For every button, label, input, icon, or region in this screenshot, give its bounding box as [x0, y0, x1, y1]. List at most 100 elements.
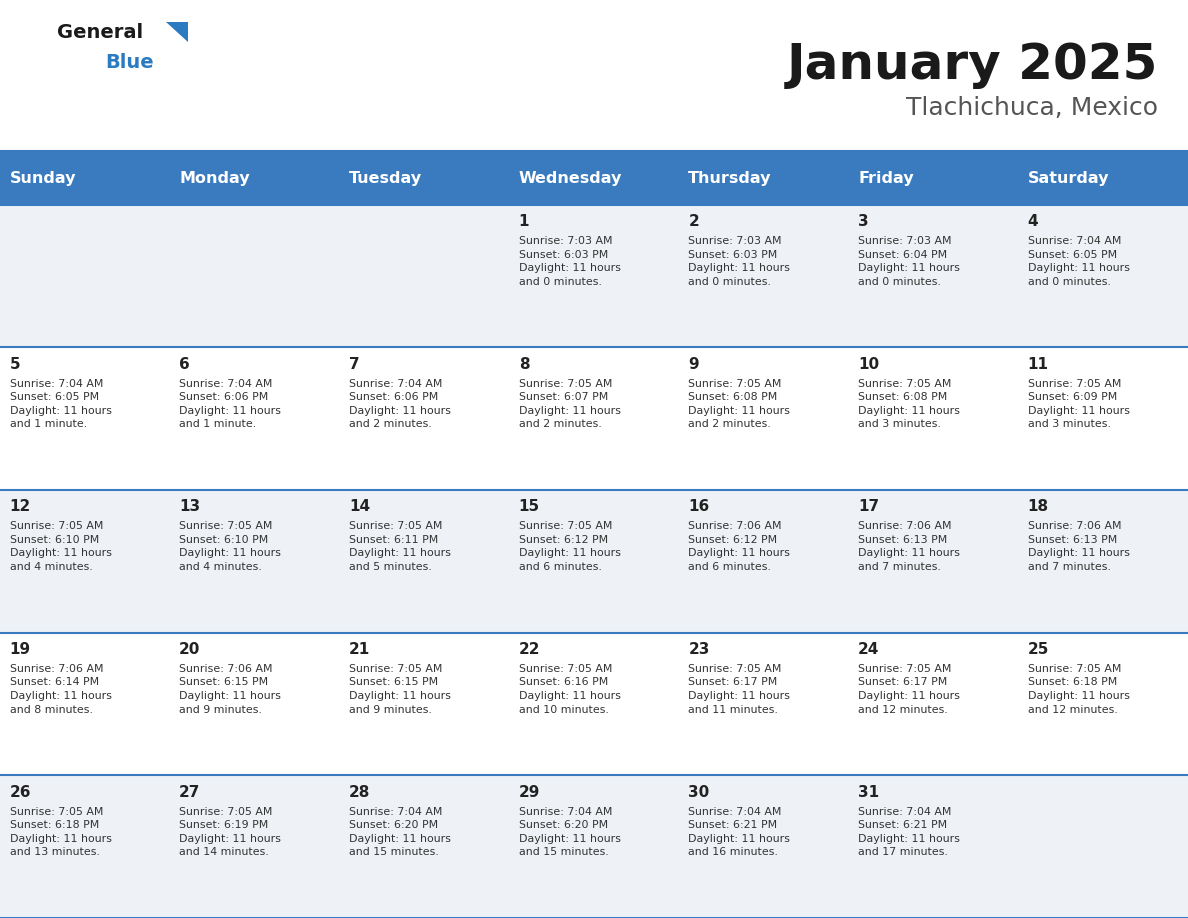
- Text: 11: 11: [1028, 356, 1049, 372]
- Text: 7: 7: [349, 356, 360, 372]
- Bar: [0, 151, 170, 205]
- Text: Sunrise: 7:05 AM
Sunset: 6:19 PM
Daylight: 11 hours
and 14 minutes.: Sunrise: 7:05 AM Sunset: 6:19 PM Dayligh…: [179, 807, 282, 857]
- Text: Thursday: Thursday: [688, 171, 772, 185]
- Bar: [848, 776, 1018, 918]
- Bar: [678, 151, 848, 205]
- Bar: [1018, 633, 1188, 776]
- Text: 30: 30: [688, 785, 709, 800]
- Text: Monday: Monday: [179, 171, 249, 185]
- Bar: [848, 633, 1018, 776]
- Text: Saturday: Saturday: [1028, 171, 1110, 185]
- Bar: [0, 776, 170, 918]
- Text: Sunrise: 7:05 AM
Sunset: 6:17 PM
Daylight: 11 hours
and 12 minutes.: Sunrise: 7:05 AM Sunset: 6:17 PM Dayligh…: [858, 664, 960, 715]
- Text: 18: 18: [1028, 499, 1049, 514]
- Text: 3: 3: [858, 214, 868, 229]
- Text: 2: 2: [688, 214, 699, 229]
- Bar: [678, 776, 848, 918]
- Text: 22: 22: [519, 642, 541, 657]
- Bar: [340, 776, 510, 918]
- Bar: [678, 347, 848, 490]
- Text: 24: 24: [858, 642, 879, 657]
- Text: Sunrise: 7:05 AM
Sunset: 6:07 PM
Daylight: 11 hours
and 2 minutes.: Sunrise: 7:05 AM Sunset: 6:07 PM Dayligh…: [519, 378, 620, 430]
- Text: 26: 26: [10, 785, 31, 800]
- Text: 16: 16: [688, 499, 709, 514]
- Text: Sunrise: 7:06 AM
Sunset: 6:15 PM
Daylight: 11 hours
and 9 minutes.: Sunrise: 7:06 AM Sunset: 6:15 PM Dayligh…: [179, 664, 282, 715]
- Bar: [848, 205, 1018, 347]
- Bar: [170, 151, 340, 205]
- Bar: [170, 205, 340, 347]
- Text: Sunday: Sunday: [10, 171, 76, 185]
- Bar: [678, 633, 848, 776]
- Bar: [510, 151, 678, 205]
- Text: 25: 25: [1028, 642, 1049, 657]
- Bar: [170, 490, 340, 633]
- Text: Sunrise: 7:03 AM
Sunset: 6:03 PM
Daylight: 11 hours
and 0 minutes.: Sunrise: 7:03 AM Sunset: 6:03 PM Dayligh…: [519, 236, 620, 286]
- Text: 5: 5: [10, 356, 20, 372]
- Bar: [170, 347, 340, 490]
- Text: 6: 6: [179, 356, 190, 372]
- Text: 17: 17: [858, 499, 879, 514]
- Text: Sunrise: 7:04 AM
Sunset: 6:05 PM
Daylight: 11 hours
and 0 minutes.: Sunrise: 7:04 AM Sunset: 6:05 PM Dayligh…: [1028, 236, 1130, 286]
- Bar: [848, 151, 1018, 205]
- Text: 15: 15: [519, 499, 539, 514]
- Text: 9: 9: [688, 356, 699, 372]
- Text: Sunrise: 7:05 AM
Sunset: 6:18 PM
Daylight: 11 hours
and 12 minutes.: Sunrise: 7:05 AM Sunset: 6:18 PM Dayligh…: [1028, 664, 1130, 715]
- Bar: [340, 205, 510, 347]
- Text: 13: 13: [179, 499, 201, 514]
- Text: 31: 31: [858, 785, 879, 800]
- Bar: [678, 205, 848, 347]
- Bar: [1018, 776, 1188, 918]
- Bar: [848, 347, 1018, 490]
- Bar: [340, 490, 510, 633]
- Text: Sunrise: 7:03 AM
Sunset: 6:04 PM
Daylight: 11 hours
and 0 minutes.: Sunrise: 7:03 AM Sunset: 6:04 PM Dayligh…: [858, 236, 960, 286]
- Text: Wednesday: Wednesday: [519, 171, 623, 185]
- Text: Sunrise: 7:04 AM
Sunset: 6:21 PM
Daylight: 11 hours
and 16 minutes.: Sunrise: 7:04 AM Sunset: 6:21 PM Dayligh…: [688, 807, 790, 857]
- Text: 8: 8: [519, 356, 530, 372]
- Bar: [678, 490, 848, 633]
- Bar: [1018, 347, 1188, 490]
- Text: Sunrise: 7:05 AM
Sunset: 6:10 PM
Daylight: 11 hours
and 4 minutes.: Sunrise: 7:05 AM Sunset: 6:10 PM Dayligh…: [10, 521, 112, 572]
- Text: 27: 27: [179, 785, 201, 800]
- Text: 12: 12: [10, 499, 31, 514]
- Text: 14: 14: [349, 499, 369, 514]
- Text: Sunrise: 7:05 AM
Sunset: 6:08 PM
Daylight: 11 hours
and 3 minutes.: Sunrise: 7:05 AM Sunset: 6:08 PM Dayligh…: [858, 378, 960, 430]
- Text: Blue: Blue: [106, 53, 154, 73]
- Text: Tlachichuca, Mexico: Tlachichuca, Mexico: [906, 96, 1158, 120]
- Bar: [1018, 151, 1188, 205]
- Text: Sunrise: 7:04 AM
Sunset: 6:20 PM
Daylight: 11 hours
and 15 minutes.: Sunrise: 7:04 AM Sunset: 6:20 PM Dayligh…: [349, 807, 451, 857]
- Text: 20: 20: [179, 642, 201, 657]
- Polygon shape: [166, 22, 188, 42]
- Text: General: General: [57, 23, 143, 42]
- Text: 19: 19: [10, 642, 31, 657]
- Bar: [340, 151, 510, 205]
- Text: Sunrise: 7:06 AM
Sunset: 6:13 PM
Daylight: 11 hours
and 7 minutes.: Sunrise: 7:06 AM Sunset: 6:13 PM Dayligh…: [1028, 521, 1130, 572]
- Text: Sunrise: 7:04 AM
Sunset: 6:06 PM
Daylight: 11 hours
and 1 minute.: Sunrise: 7:04 AM Sunset: 6:06 PM Dayligh…: [179, 378, 282, 430]
- Text: Sunrise: 7:04 AM
Sunset: 6:20 PM
Daylight: 11 hours
and 15 minutes.: Sunrise: 7:04 AM Sunset: 6:20 PM Dayligh…: [519, 807, 620, 857]
- Bar: [170, 633, 340, 776]
- Bar: [848, 490, 1018, 633]
- Text: Sunrise: 7:06 AM
Sunset: 6:13 PM
Daylight: 11 hours
and 7 minutes.: Sunrise: 7:06 AM Sunset: 6:13 PM Dayligh…: [858, 521, 960, 572]
- Bar: [170, 776, 340, 918]
- Text: 21: 21: [349, 642, 371, 657]
- Bar: [1018, 490, 1188, 633]
- Text: Sunrise: 7:05 AM
Sunset: 6:16 PM
Daylight: 11 hours
and 10 minutes.: Sunrise: 7:05 AM Sunset: 6:16 PM Dayligh…: [519, 664, 620, 715]
- Text: Sunrise: 7:06 AM
Sunset: 6:12 PM
Daylight: 11 hours
and 6 minutes.: Sunrise: 7:06 AM Sunset: 6:12 PM Dayligh…: [688, 521, 790, 572]
- Text: Sunrise: 7:05 AM
Sunset: 6:10 PM
Daylight: 11 hours
and 4 minutes.: Sunrise: 7:05 AM Sunset: 6:10 PM Dayligh…: [179, 521, 282, 572]
- Text: Sunrise: 7:03 AM
Sunset: 6:03 PM
Daylight: 11 hours
and 0 minutes.: Sunrise: 7:03 AM Sunset: 6:03 PM Dayligh…: [688, 236, 790, 286]
- Bar: [340, 347, 510, 490]
- Text: Sunrise: 7:05 AM
Sunset: 6:18 PM
Daylight: 11 hours
and 13 minutes.: Sunrise: 7:05 AM Sunset: 6:18 PM Dayligh…: [10, 807, 112, 857]
- Text: Sunrise: 7:05 AM
Sunset: 6:15 PM
Daylight: 11 hours
and 9 minutes.: Sunrise: 7:05 AM Sunset: 6:15 PM Dayligh…: [349, 664, 451, 715]
- Bar: [510, 347, 678, 490]
- Bar: [0, 633, 170, 776]
- Bar: [510, 490, 678, 633]
- Text: 29: 29: [519, 785, 541, 800]
- Text: January 2025: January 2025: [786, 41, 1158, 89]
- Text: Sunrise: 7:06 AM
Sunset: 6:14 PM
Daylight: 11 hours
and 8 minutes.: Sunrise: 7:06 AM Sunset: 6:14 PM Dayligh…: [10, 664, 112, 715]
- Text: Friday: Friday: [858, 171, 914, 185]
- Bar: [510, 633, 678, 776]
- Text: 4: 4: [1028, 214, 1038, 229]
- Text: 28: 28: [349, 785, 371, 800]
- Text: Sunrise: 7:05 AM
Sunset: 6:11 PM
Daylight: 11 hours
and 5 minutes.: Sunrise: 7:05 AM Sunset: 6:11 PM Dayligh…: [349, 521, 451, 572]
- Text: 10: 10: [858, 356, 879, 372]
- Text: Tuesday: Tuesday: [349, 171, 422, 185]
